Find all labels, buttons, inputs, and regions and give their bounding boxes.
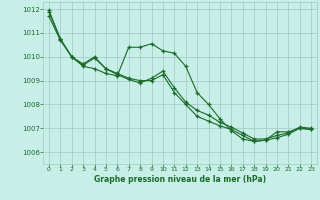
X-axis label: Graphe pression niveau de la mer (hPa): Graphe pression niveau de la mer (hPa): [94, 175, 266, 184]
